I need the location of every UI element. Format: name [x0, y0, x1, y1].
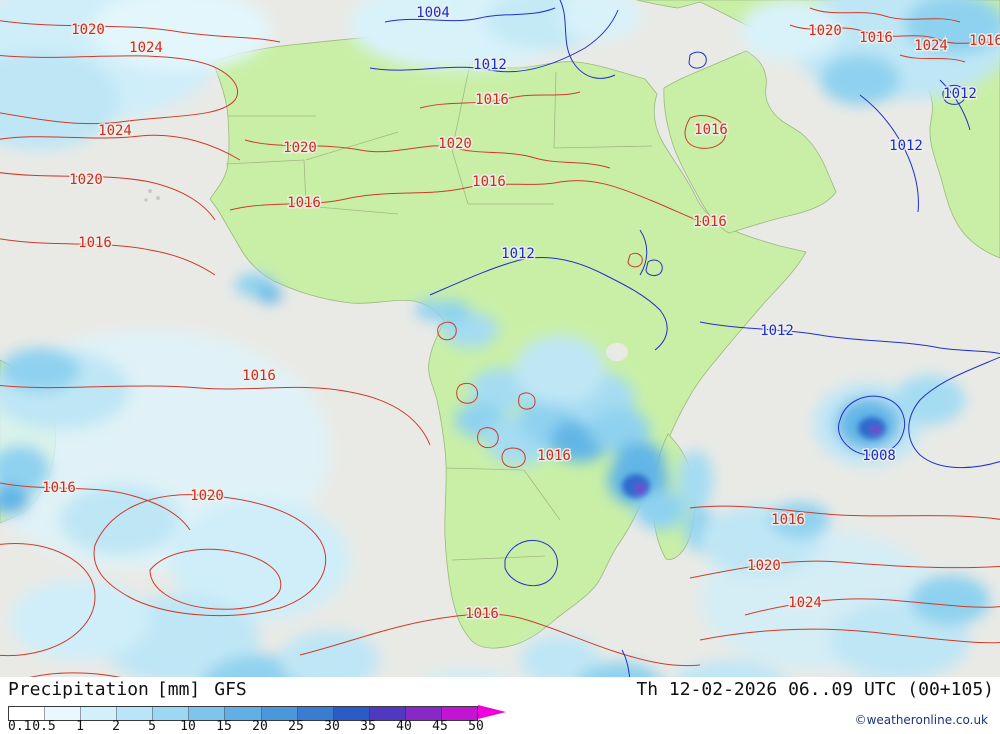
legend-segment: [189, 707, 226, 720]
legend-segment: [117, 707, 154, 720]
legend-tick: 35: [360, 719, 376, 734]
isobar-label: 1024: [788, 595, 822, 611]
isobar-label: 1024: [914, 38, 948, 54]
parameter-label: Precipitation: [8, 679, 149, 700]
red-isobars: [0, 7, 1000, 677]
country-borders: [225, 63, 653, 561]
legend-tick: 40: [396, 719, 412, 734]
legend-bar: [8, 706, 478, 721]
isobar-label: 1016: [472, 174, 506, 190]
isobar-label: 1020: [69, 172, 103, 188]
legend-tick: 2: [112, 719, 120, 734]
legend-tick: 10: [180, 719, 196, 734]
isobar-label: 1016: [287, 195, 321, 211]
legend-segment: [441, 707, 478, 720]
legend-segment: [153, 707, 190, 720]
map-canvas: 1020 1024 1024 1020 1016 1020 1016 1020 1016 1016…: [0, 0, 1000, 677]
legend-ticks: 0.1 0.5 1 2 5 10 15 20 25 30 35 40 45 50: [8, 719, 528, 734]
isobar-label: 1012: [473, 57, 507, 73]
isobar-label: 1020: [283, 140, 317, 156]
isobar-label: 1020: [747, 558, 781, 574]
legend-segment: [297, 707, 334, 720]
isobar-label: 1020: [438, 136, 472, 152]
legend-segment: [333, 707, 370, 720]
isobar-label: 1020: [808, 23, 842, 39]
isobar-label: 1020: [71, 22, 105, 38]
valid-datetime: Th 12-02-2026 06..09 UTC (00+105): [636, 679, 994, 700]
legend-segment: [369, 707, 406, 720]
legend-segment: [261, 707, 298, 720]
isobar-label: 1016: [771, 512, 805, 528]
footer-bar: Precipitation [mm] GFS Th 12-02-2026 06..0…: [0, 677, 1000, 734]
legend-segment: [81, 707, 118, 720]
arabia-landmass: [663, 50, 837, 234]
isobar-label: 1016: [78, 235, 112, 251]
isobar-label: 1016: [475, 92, 509, 108]
isobar-label: 1008: [862, 448, 896, 464]
isobar-label: 1004: [416, 5, 450, 21]
isobar-label: 1012: [760, 323, 794, 339]
lake-victoria: [606, 343, 628, 361]
isobar-label: 1016: [969, 33, 1000, 49]
legend-tick: 50: [468, 719, 484, 734]
isobar-label: 1024: [98, 123, 132, 139]
legend-tick: 0.1: [8, 719, 32, 734]
legend-arrow-icon: [478, 705, 506, 719]
map-title: Precipitation [mm] GFS: [8, 679, 247, 700]
legend-tick: 30: [324, 719, 340, 734]
blue-isobars: [369, 0, 1000, 677]
precipitation-fields: [0, 0, 1000, 677]
legend-segment: [405, 707, 442, 720]
legend-tick: 15: [216, 719, 232, 734]
isobar-label: 1012: [943, 86, 977, 102]
isobar-label: 1016: [859, 30, 893, 46]
isobar-label: 1020: [190, 488, 224, 504]
unit-label: [mm]: [156, 679, 201, 700]
copyright-text: ©weatheronline.co.uk: [854, 713, 988, 727]
africa-landmass: [209, 33, 807, 649]
model-label: GFS: [214, 679, 247, 700]
precipitation-cores: [622, 417, 886, 498]
isobar-labels: 1020 1024 1024 1020 1016 1020 1016 1020 1016 1016…: [41, 4, 1000, 624]
legend-segment: [45, 707, 82, 720]
legend-segment: [225, 707, 262, 720]
isobar-label: 1016: [537, 448, 571, 464]
legend-tick: 25: [288, 719, 304, 734]
legend-tick: 45: [432, 719, 448, 734]
isobar-label: 1012: [501, 246, 535, 262]
isobar-label: 1016: [694, 122, 728, 138]
legend-tick: 20: [252, 719, 268, 734]
legend-tick: 5: [148, 719, 156, 734]
legend-segment: [9, 707, 46, 720]
isobar-label: 1016: [42, 480, 76, 496]
isobar-label: 1016: [242, 368, 276, 384]
cape-verde-islands: [144, 189, 160, 202]
isobar-label: 1016: [693, 214, 727, 230]
isobar-label: 1024: [129, 40, 163, 56]
legend-tick: 0.5: [32, 719, 56, 734]
weather-map: 1020 1024 1024 1020 1016 1020 1016 1020 1016 1016…: [0, 0, 1000, 677]
legend-tick: 1: [76, 719, 84, 734]
isobar-label: 1012: [889, 138, 923, 154]
isobar-label: 1016: [465, 606, 499, 622]
